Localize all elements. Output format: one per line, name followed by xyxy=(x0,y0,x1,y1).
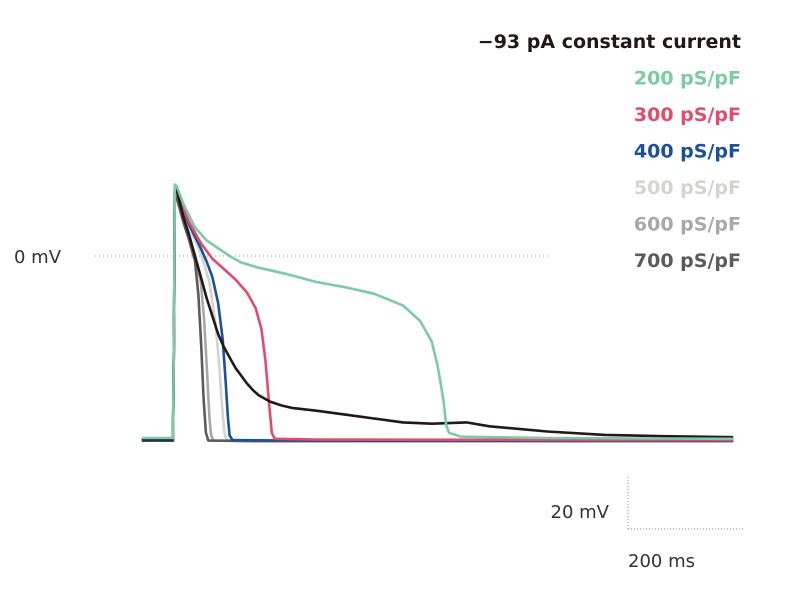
scale-bar-time-label: 200 ms xyxy=(628,551,695,572)
scale-bar: 20 mV 200 ms xyxy=(551,477,744,572)
legend: −93 pA constant current 200 pS/pF 300 pS/p… xyxy=(478,31,741,272)
legend-entry-4: 500 pS/pF xyxy=(634,177,741,199)
legend-entry-6: 700 pS/pF xyxy=(634,250,741,272)
trace-0 xyxy=(141,184,734,441)
zero-mv-label: 0 mV xyxy=(14,247,62,268)
trace-1 xyxy=(141,183,734,441)
legend-entry-3: 400 pS/pF xyxy=(634,141,741,163)
scale-bar-voltage-label: 20 mV xyxy=(551,502,610,523)
zero-reference: 0 mV xyxy=(14,247,548,268)
traces xyxy=(141,183,734,443)
legend-entry-2: 300 pS/pF xyxy=(634,104,741,126)
legend-entry-0: −93 pA constant current xyxy=(478,31,741,53)
legend-entry-1: 200 pS/pF xyxy=(634,68,741,90)
legend-entry-5: 600 pS/pF xyxy=(634,214,741,236)
